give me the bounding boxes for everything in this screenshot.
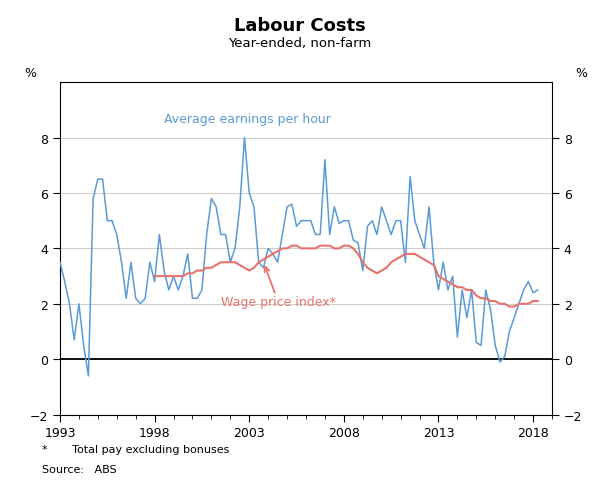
Text: Year-ended, non-farm: Year-ended, non-farm — [229, 37, 371, 50]
Text: Wage price index*: Wage price index* — [221, 267, 336, 309]
Text: Labour Costs: Labour Costs — [234, 17, 366, 35]
Y-axis label: %: % — [25, 67, 37, 80]
Text: Average earnings per hour: Average earnings per hour — [164, 112, 331, 125]
Text: *       Total pay excluding bonuses: * Total pay excluding bonuses — [42, 444, 229, 454]
Y-axis label: %: % — [575, 67, 587, 80]
Text: Source:   ABS: Source: ABS — [42, 464, 116, 473]
